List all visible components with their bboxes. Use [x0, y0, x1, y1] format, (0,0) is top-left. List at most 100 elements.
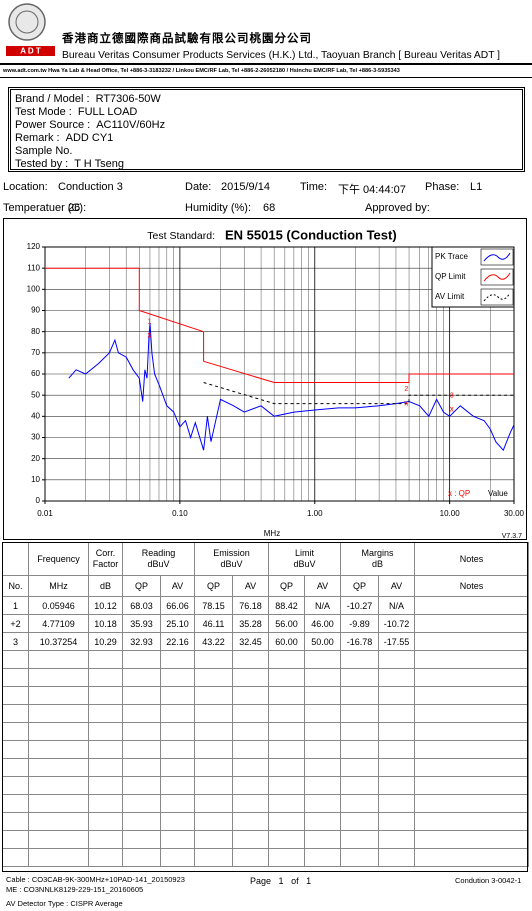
table-cell: [304, 668, 342, 687]
table-cell: [2, 830, 29, 849]
table-cell: [231, 686, 270, 705]
table-cell: 25.10: [160, 614, 195, 633]
info-label: Sample No.: [15, 145, 73, 157]
table-cell: [340, 758, 380, 777]
table-cell: [268, 668, 306, 687]
table-row: [2, 812, 530, 831]
y-tick-label: 120: [27, 242, 41, 251]
header-row: No. MHz dB QP AV QP AV QP AV QP AV Notes: [2, 575, 530, 597]
table-cell: [414, 704, 530, 723]
table-cell: [28, 758, 89, 777]
info-label: Brand / Model :: [15, 93, 90, 105]
table-cell: [414, 830, 530, 849]
table-cell: 43.22: [194, 632, 233, 651]
table-cell: N/A: [304, 596, 342, 615]
table-cell: [28, 794, 89, 813]
info-label: Tested by :: [15, 158, 69, 170]
header-rule-2: [0, 77, 532, 78]
table-cell: [160, 848, 195, 867]
table-cell: [340, 650, 380, 669]
header-cell: Corr. Factor: [88, 542, 123, 576]
header-cell: Notes: [414, 575, 530, 597]
table-cell: -10.72: [378, 614, 416, 633]
table-cell: 0.05946: [28, 596, 89, 615]
table-cell: [304, 776, 342, 795]
y-tick-label: 30: [31, 433, 40, 442]
table-cell: [231, 668, 270, 687]
table-cell: [88, 848, 123, 867]
x-tick-label: 30.00: [504, 509, 525, 518]
company-en: Bureau Veritas Consumer Products Service…: [62, 50, 501, 61]
condition-value: 2015/9/14: [221, 181, 270, 193]
legend-swatch: [483, 272, 511, 282]
table-cell: 68.03: [122, 596, 161, 615]
table-cell: [414, 722, 530, 741]
table-cell: [122, 794, 161, 813]
condition-value: 68: [263, 202, 276, 214]
table-row: [2, 668, 530, 687]
table-cell: [88, 650, 123, 669]
y-tick-label: 60: [31, 369, 40, 378]
table-cell: [194, 650, 233, 669]
table-cell: 78.15: [194, 596, 233, 615]
table-cell: [231, 830, 270, 849]
table-cell: [378, 704, 416, 723]
logo-bar: [6, 46, 55, 56]
table-cell: [268, 794, 306, 813]
table-cell: [268, 758, 306, 777]
table-cell: [414, 740, 530, 759]
table-cell: [2, 848, 29, 867]
header-cell: AV: [160, 575, 195, 597]
table-cell: 22.16: [160, 632, 195, 651]
table-cell: [414, 758, 530, 777]
table-cell: 32.45: [231, 632, 270, 651]
table-cell: 88.42: [268, 596, 306, 615]
table-cell: [88, 704, 123, 723]
condition-value: L1: [470, 181, 483, 193]
table-cell: [304, 794, 342, 813]
condition-label: Phase:: [425, 181, 460, 193]
table-cell: 10.29: [88, 632, 123, 651]
marker-symbol: x: [450, 405, 454, 414]
info-row: Brand / Model : RT7306-50W: [15, 93, 161, 105]
y-tick-label: 10: [31, 475, 40, 484]
x-tick-label: 0.10: [172, 509, 188, 518]
table-cell: [2, 650, 29, 669]
table-cell: [340, 740, 380, 759]
table-cell: [160, 830, 195, 849]
table-cell: [122, 668, 161, 687]
table-cell: 1: [2, 596, 29, 615]
table-cell: [88, 668, 123, 687]
table-cell: -16.78: [340, 632, 380, 651]
header-cell: AV: [231, 575, 270, 597]
table-cell: [304, 722, 342, 741]
condition-label: Approved by:: [365, 202, 430, 214]
table-cell: [378, 740, 416, 759]
table-cell: [194, 776, 233, 795]
header-cell: Notes: [414, 542, 530, 576]
table-cell: [88, 686, 123, 705]
table-cell: [122, 722, 161, 741]
table-cell: 60.00: [268, 632, 306, 651]
marker-symbol: x: [404, 399, 408, 408]
table-cell: [2, 686, 29, 705]
table-cell: [194, 740, 233, 759]
table-cell: [414, 596, 530, 615]
footer-cable: Cable : CO3CAB-9K-300MHz+10PAD-141_20150…: [6, 875, 185, 884]
condition-label: Time:: [300, 181, 328, 193]
info-value: RT7306-50W: [95, 93, 161, 105]
table-cell: 3: [2, 632, 29, 651]
table-cell: -9.89: [340, 614, 380, 633]
y-tick-label: 40: [31, 411, 40, 420]
series-line: [68, 323, 515, 452]
table-cell: [28, 668, 89, 687]
table-row: [2, 722, 530, 741]
table-cell: [340, 704, 380, 723]
chart-title-label: Test Standard:: [147, 230, 215, 242]
table-row: [2, 740, 530, 759]
table-cell: [268, 776, 306, 795]
table-cell: [2, 812, 29, 831]
chart-title: EN 55015 (Conduction Test): [225, 227, 397, 242]
company-cn: 香港商立德國際商品試驗有限公司桃園分公司: [62, 33, 312, 45]
table-row: [2, 848, 530, 867]
